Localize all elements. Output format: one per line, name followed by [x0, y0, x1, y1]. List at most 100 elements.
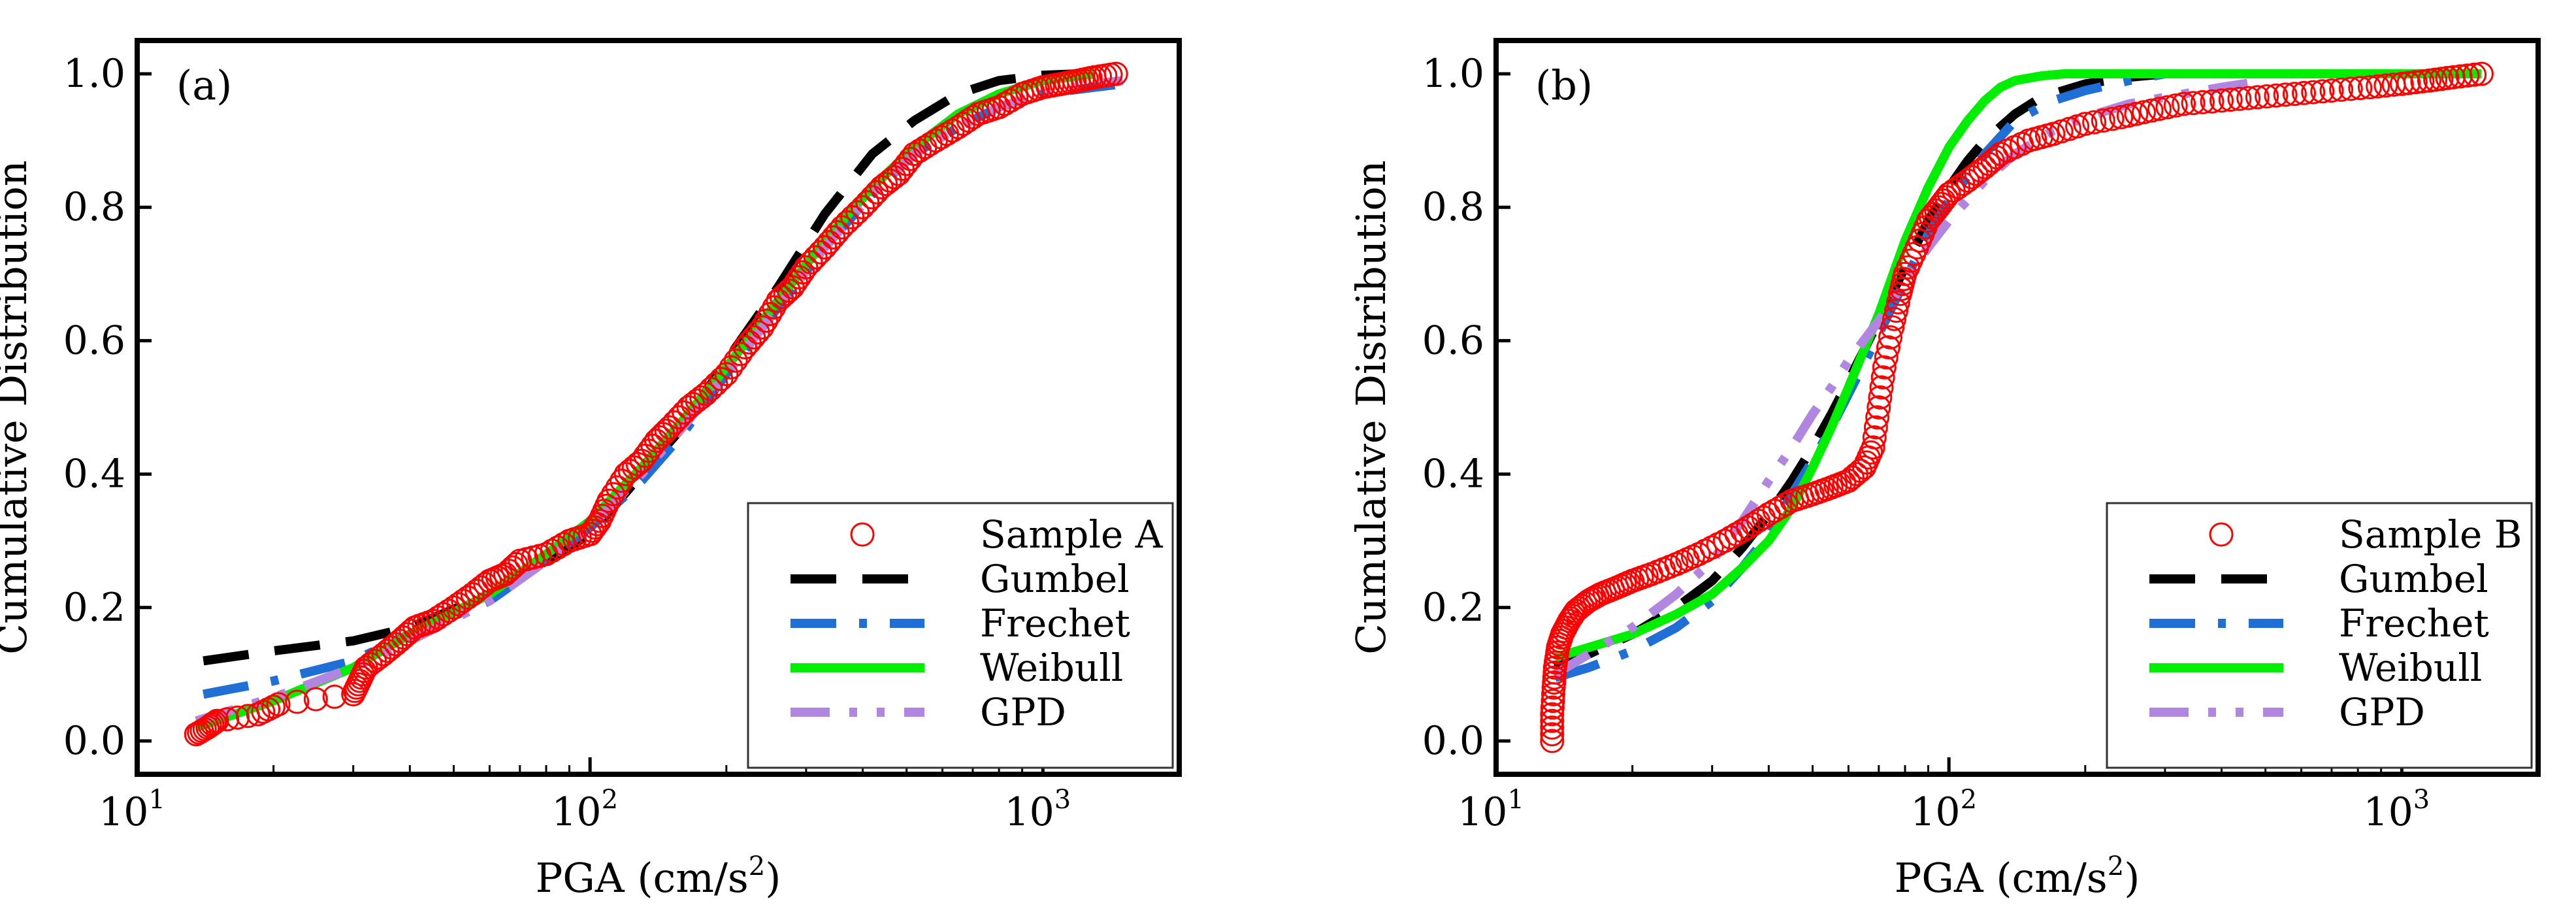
plot-area	[184, 61, 1128, 747]
sample-marker	[2292, 80, 2316, 105]
panel-label: (b)	[1535, 61, 1593, 109]
panel-b: 0.0 0.2 0.4 0.6 0.8 1.0 101 102 103 PGA (cm/s2) Cu…	[1347, 38, 2541, 902]
sample-marker	[1955, 168, 1980, 193]
sample-marker	[2200, 89, 2225, 114]
sample-marker	[1964, 161, 1989, 186]
sample-marker	[2139, 98, 2164, 123]
sample-marker	[2236, 86, 2261, 110]
sample-marker	[1540, 729, 1565, 753]
sample-marker	[2245, 85, 2270, 110]
sample-marker	[2181, 91, 2206, 116]
sample-marker	[654, 418, 679, 443]
sample-marker	[500, 555, 525, 580]
panel-a: 0.0 0.2 0.4 0.6 0.8 1.0 101 102 103 PGA (cm/s2) Cu…	[0, 38, 1182, 902]
sample-marker	[882, 165, 907, 189]
sample-marker	[2073, 112, 2098, 137]
legend-label: Weibull	[980, 646, 1123, 690]
y-axis-title: Cumulative Distribution	[0, 160, 36, 654]
legend-box	[2106, 502, 2533, 769]
sample-marker	[2329, 77, 2354, 102]
sample-marker	[681, 391, 705, 416]
plot-area	[1540, 61, 2494, 753]
sample-marker	[203, 710, 227, 735]
sample-marker	[2163, 93, 2188, 118]
sample-marker	[2264, 83, 2289, 108]
sample-marker	[750, 315, 775, 340]
legend-label: GPD	[2339, 690, 2425, 734]
axes-frame	[135, 38, 1182, 777]
sample-marker	[723, 348, 748, 373]
sample-marker	[825, 220, 850, 244]
sample-marker	[1540, 715, 1565, 740]
sample-marker	[605, 475, 630, 500]
sample-marker	[2389, 71, 2414, 96]
sample-marker	[758, 302, 783, 327]
sample-marker	[2218, 88, 2243, 112]
sample-marker	[714, 362, 739, 386]
sample-marker	[1563, 599, 1588, 623]
x-tick-label: 102	[1910, 785, 1977, 835]
sample-marker	[1560, 604, 1585, 628]
series-line-weibull	[1554, 69, 2482, 663]
x-tick-label: 102	[551, 785, 618, 835]
sample-marker	[2147, 97, 2172, 122]
y-tick-label: 0.6	[63, 318, 125, 363]
y-tick-label: 0.0	[63, 718, 125, 764]
sample-marker	[261, 695, 285, 719]
sample-marker	[2396, 71, 2421, 95]
y-tick-label: 0.8	[1422, 184, 1484, 230]
sample-marker	[375, 638, 400, 663]
sample-marker	[2366, 74, 2390, 99]
y-axis-title: Cumulative Distribution	[1347, 160, 1395, 654]
legend-marker	[2209, 522, 2234, 547]
sample-marker	[719, 355, 743, 380]
y-tick-label: 0.6	[1422, 318, 1484, 363]
legend-box	[747, 502, 1174, 769]
sample-marker	[689, 385, 714, 410]
sample-marker	[2462, 62, 2487, 87]
sample-marker	[1867, 395, 1891, 419]
sample-marker	[546, 535, 570, 560]
sample-marker	[1768, 495, 1793, 520]
y-tick-label: 0.2	[1422, 585, 1484, 631]
sample-marker	[657, 415, 682, 440]
sample-marker	[2469, 61, 2494, 86]
sample-marker	[2403, 70, 2428, 95]
x-axis-title: PGA (cm/s2)	[536, 851, 781, 902]
sample-marker	[1540, 702, 1565, 727]
sample-marker	[596, 488, 621, 513]
sample-marker	[600, 482, 625, 506]
sample-marker	[1774, 492, 1799, 516]
sample-marker	[225, 705, 250, 730]
legend-label: Gumbel	[980, 557, 1130, 601]
sample-marker	[1540, 722, 1565, 747]
sample-marker	[754, 308, 779, 333]
sample-marker	[803, 245, 828, 270]
sample-marker	[2172, 91, 2196, 116]
sample-marker	[869, 175, 894, 200]
sample-marker	[1968, 158, 1993, 183]
x-axis-title: PGA (cm/s2)	[1895, 851, 2140, 902]
sample-marker	[860, 185, 885, 210]
sample-marker	[2082, 110, 2107, 135]
sample-marker	[998, 88, 1023, 113]
sample-marker	[2255, 84, 2279, 108]
sample-marker	[367, 645, 391, 670]
sample-marker	[1862, 425, 1887, 450]
legend-label: Frechet	[2339, 601, 2489, 646]
x-tick-label: 101	[1458, 785, 1524, 835]
legend-label: Frechet	[980, 601, 1130, 646]
sample-marker	[1863, 415, 1888, 440]
sample-marker	[1880, 315, 1905, 340]
sample-marker	[898, 146, 922, 171]
sample-marker	[2109, 105, 2134, 129]
sample-marker	[2091, 108, 2115, 133]
sample-marker	[1540, 695, 1565, 720]
x-tick-label: 103	[2363, 785, 2430, 835]
sample-marker	[2410, 69, 2435, 93]
sample-marker	[2100, 107, 2125, 131]
sample-marker	[1861, 435, 1885, 460]
sample-marker	[1868, 385, 1893, 410]
sample-marker	[1103, 61, 1128, 86]
sample-marker	[303, 687, 328, 712]
